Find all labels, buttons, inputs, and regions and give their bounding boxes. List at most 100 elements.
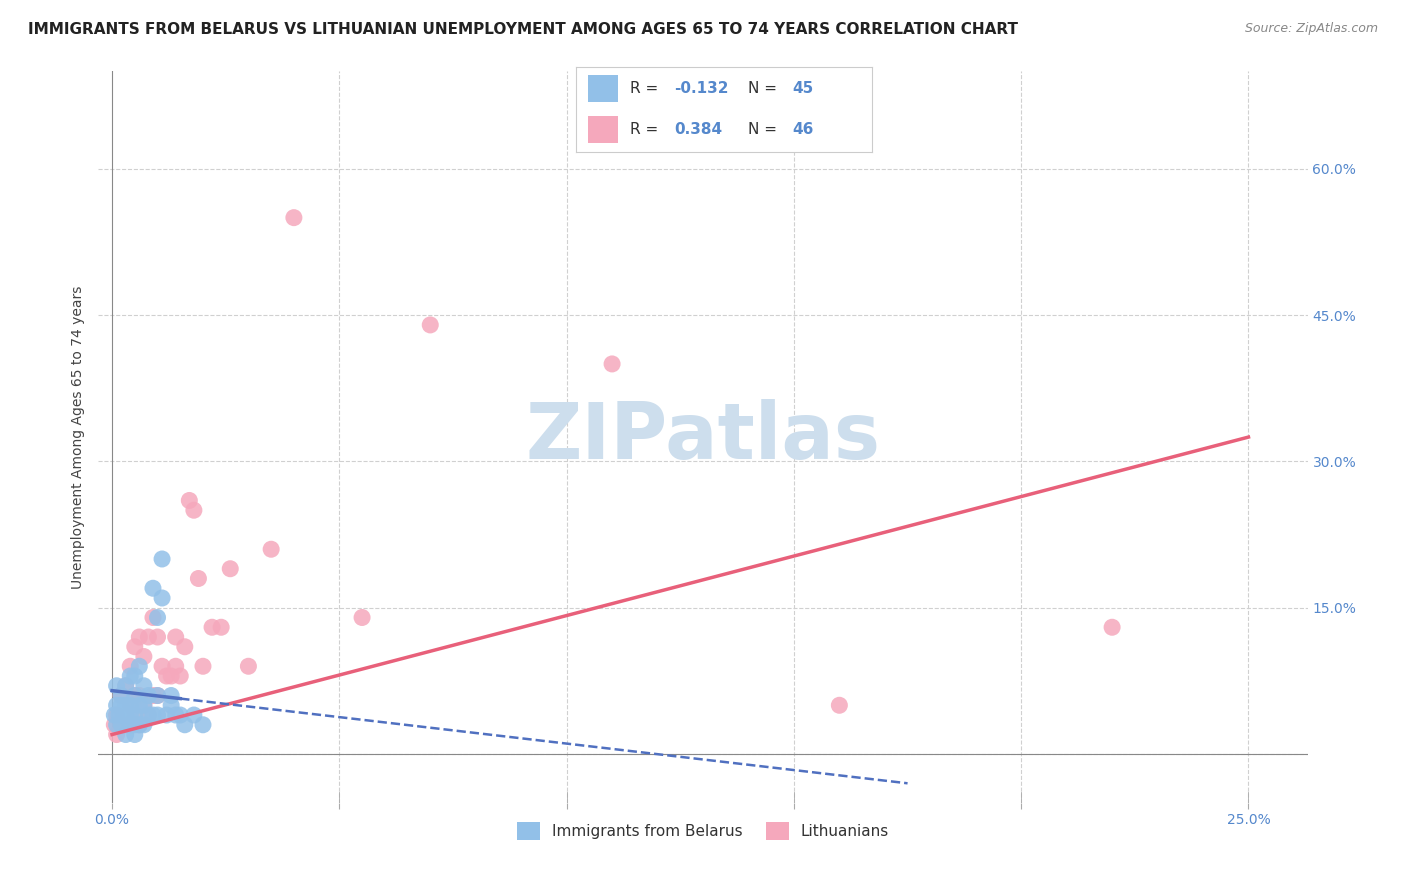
Point [114, 679, 136, 693]
Point [120, 718, 142, 732]
Point [142, 708, 165, 723]
Point [114, 727, 136, 741]
Point [146, 610, 169, 624]
Point [110, 718, 132, 732]
Text: R =: R = [630, 81, 662, 96]
Point [114, 698, 136, 713]
FancyBboxPatch shape [588, 76, 617, 103]
FancyBboxPatch shape [588, 116, 617, 143]
Point [103, 708, 125, 723]
Text: IMMIGRANTS FROM BELARUS VS LITHUANIAN UNEMPLOYMENT AMONG AGES 65 TO 74 YEARS COR: IMMIGRANTS FROM BELARUS VS LITHUANIAN UN… [28, 22, 1018, 37]
Point [179, 493, 201, 508]
Point [110, 718, 132, 732]
Point [124, 689, 146, 703]
Point [110, 689, 132, 703]
Point [110, 689, 132, 703]
Point [108, 708, 131, 723]
Point [110, 698, 132, 713]
Point [120, 669, 142, 683]
Y-axis label: Unemployment Among Ages 65 to 74 years: Unemployment Among Ages 65 to 74 years [72, 285, 86, 589]
Point [150, 659, 173, 673]
Point [124, 689, 146, 703]
Point [124, 669, 146, 683]
Point [146, 708, 169, 723]
Point [155, 669, 177, 683]
Point [138, 708, 160, 723]
Point [187, 572, 209, 586]
Legend: Immigrants from Belarus, Lithuanians: Immigrants from Belarus, Lithuanians [510, 815, 896, 847]
Point [169, 708, 191, 723]
Point [183, 708, 205, 723]
Text: Source: ZipAtlas.com: Source: ZipAtlas.com [1244, 22, 1378, 36]
Point [352, 610, 374, 624]
Point [128, 718, 150, 732]
Text: N =: N = [748, 81, 782, 96]
Point [124, 718, 146, 732]
Point [120, 708, 142, 723]
Point [128, 689, 150, 703]
Point [138, 689, 160, 703]
Point [124, 640, 146, 654]
Point [183, 503, 205, 517]
Point [146, 689, 169, 703]
Point [146, 689, 169, 703]
Point [112, 708, 135, 723]
Point [1101, 620, 1123, 634]
Point [150, 552, 173, 566]
Point [105, 727, 128, 741]
Point [600, 357, 623, 371]
Point [191, 718, 214, 732]
Point [132, 718, 155, 732]
Point [132, 698, 155, 713]
Text: 46: 46 [792, 122, 814, 137]
Point [155, 708, 177, 723]
Point [146, 630, 169, 644]
Text: N =: N = [748, 122, 782, 137]
Point [114, 718, 136, 732]
Point [124, 708, 146, 723]
Point [169, 669, 191, 683]
Point [132, 649, 155, 664]
Point [828, 698, 851, 713]
Point [283, 211, 305, 225]
Text: ZIPatlas: ZIPatlas [526, 399, 880, 475]
Point [132, 698, 155, 713]
Point [120, 698, 142, 713]
Point [114, 679, 136, 693]
Point [128, 698, 150, 713]
Point [165, 708, 187, 723]
Point [138, 708, 160, 723]
Point [165, 630, 187, 644]
Point [138, 630, 160, 644]
Point [142, 689, 165, 703]
Point [105, 718, 128, 732]
Point [209, 620, 232, 634]
Point [124, 727, 146, 741]
Point [201, 620, 224, 634]
Point [160, 689, 183, 703]
Point [160, 698, 183, 713]
Point [150, 591, 173, 605]
Point [165, 659, 187, 673]
Point [219, 562, 242, 576]
Point [103, 718, 125, 732]
Point [160, 669, 183, 683]
Point [128, 659, 150, 673]
Point [128, 630, 150, 644]
Text: 0.384: 0.384 [673, 122, 723, 137]
Text: -0.132: -0.132 [673, 81, 728, 96]
Point [105, 679, 128, 693]
Point [142, 610, 165, 624]
Point [142, 581, 165, 595]
Point [128, 718, 150, 732]
Point [191, 659, 214, 673]
Point [120, 659, 142, 673]
Point [105, 708, 128, 723]
Point [173, 640, 195, 654]
Point [132, 679, 155, 693]
Point [120, 718, 142, 732]
Text: 45: 45 [792, 81, 813, 96]
Point [105, 698, 128, 713]
Point [238, 659, 260, 673]
Point [173, 718, 195, 732]
